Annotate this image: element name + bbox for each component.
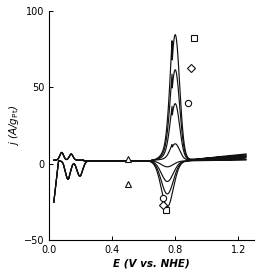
Y-axis label: j (A/g$_{\rm Pt}$): j (A/g$_{\rm Pt}$) [7, 105, 21, 146]
X-axis label: E (V vs. NHE): E (V vs. NHE) [113, 258, 190, 268]
